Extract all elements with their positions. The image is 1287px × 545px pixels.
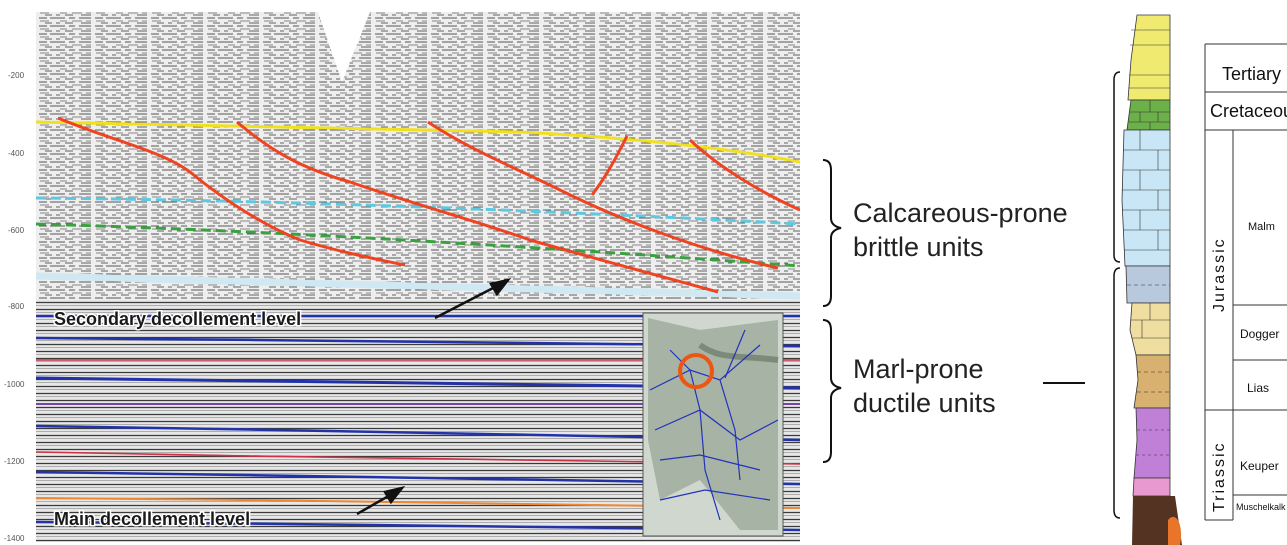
secondary-decollement-label: Secondary decollement level	[54, 309, 301, 329]
stratigraphic-column: Tertiary Cretaceous Malm Dogger Lias Keu…	[1113, 14, 1287, 545]
location-inset-map	[642, 312, 784, 537]
yellow-horizon	[36, 120, 800, 164]
dogger-label: Dogger	[1240, 327, 1279, 341]
green-horizon	[36, 222, 800, 268]
connector-line	[1043, 382, 1085, 384]
cretaceous-label: Cretaceous	[1210, 101, 1287, 121]
arrow-icon	[356, 277, 512, 516]
y-tick: -1200	[4, 457, 25, 466]
tertiary-label: Tertiary	[1222, 64, 1281, 84]
y-tick: -1000	[4, 380, 25, 389]
y-tick: -800	[8, 302, 25, 311]
muschelkalk-label: Muschelkalk	[1236, 502, 1286, 512]
ductile-units-label: Marl-prone ductile units	[853, 354, 996, 418]
keuper-block	[1133, 407, 1171, 479]
brittle-units-label: Calcareous-prone brittle units	[853, 198, 1068, 262]
unit-brackets	[822, 159, 842, 463]
location-ring-icon	[678, 353, 714, 389]
y-tick: -1400	[4, 534, 25, 543]
tertiary-block	[1127, 14, 1171, 101]
fault-lines	[57, 116, 800, 294]
cyan-horizon	[36, 196, 800, 226]
lias-block	[1133, 354, 1171, 409]
triassic-label: Triassic	[1211, 441, 1228, 512]
y-axis: -200 -400 -600 -800 -1000 -1200 -1400	[4, 71, 25, 543]
jurassic-label: Jurassic	[1211, 237, 1228, 312]
keuper-label: Keuper	[1240, 459, 1279, 473]
malm-block	[1121, 129, 1171, 267]
y-tick: -200	[8, 71, 25, 80]
seismic-section: -200 -400 -600 -800 -1000 -1200 -1400	[4, 12, 800, 543]
main-decollement-label: Main decollement level	[54, 509, 250, 529]
y-tick: -400	[8, 149, 25, 158]
malm-label: Malm	[1248, 221, 1275, 233]
y-tick: -600	[8, 226, 25, 235]
cretaceous-block	[1126, 99, 1171, 131]
lias-label: Lias	[1247, 381, 1269, 395]
muschelkalk-block	[1132, 477, 1171, 497]
